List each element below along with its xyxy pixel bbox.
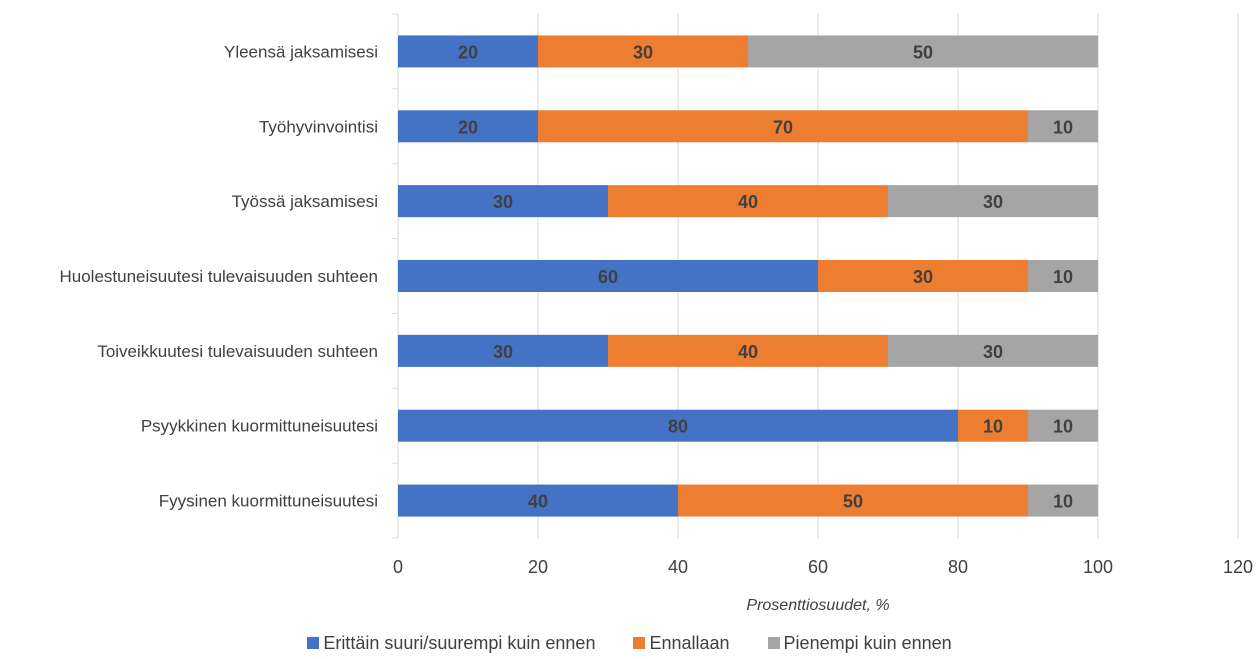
bar-segment xyxy=(398,110,538,143)
category-label: Työhyvinvointisi xyxy=(259,117,378,136)
category-labels: Yleensä jaksamisesi Työhyvinvointisi Työss… xyxy=(59,42,378,510)
data-label: 60 xyxy=(598,267,618,287)
data-label: 30 xyxy=(913,267,933,287)
data-label: 10 xyxy=(983,417,1003,437)
bar-segment xyxy=(888,334,1098,367)
category-label: Fyysinen kuormittuneisuutesi xyxy=(159,492,378,511)
data-label: 30 xyxy=(983,342,1003,362)
data-label: 30 xyxy=(983,192,1003,212)
data-label: 40 xyxy=(528,492,548,512)
legend-swatch xyxy=(767,637,780,649)
bar-segment xyxy=(398,185,608,218)
bar-segment xyxy=(818,260,1028,292)
bar-segment xyxy=(748,35,1098,68)
category-label: Toiveikkuutesi tulevaisuuden suhteen xyxy=(97,342,378,361)
x-axis-title: Prosenttiosuudet, % xyxy=(746,597,889,614)
data-label: 10 xyxy=(1053,267,1073,287)
data-label: 80 xyxy=(668,417,688,437)
x-tick-label: 100 xyxy=(1083,557,1113,577)
legend-item: Pienempi kuin ennen xyxy=(767,632,952,654)
x-tick-label: 80 xyxy=(948,557,968,577)
bar-segment xyxy=(1028,409,1098,442)
legend-swatch xyxy=(633,637,646,649)
data-label: 20 xyxy=(458,42,478,62)
data-label: 40 xyxy=(738,192,758,212)
category-label: Psyykkinen kuormittuneisuutesi xyxy=(141,417,378,436)
data-label: 70 xyxy=(773,117,793,137)
data-label: 30 xyxy=(633,42,653,62)
legend-swatch xyxy=(307,637,320,649)
data-label: 30 xyxy=(493,342,513,362)
bar-segment xyxy=(538,35,748,68)
bar-segment xyxy=(608,185,888,218)
category-label: Huolestuneisuutesi tulevaisuuden suhteen xyxy=(59,267,378,286)
data-label: 40 xyxy=(738,342,758,362)
bar-segment xyxy=(1028,484,1098,517)
bar-segment xyxy=(1028,110,1098,143)
legend-label: Ennallaan xyxy=(649,633,730,653)
data-label: 50 xyxy=(843,492,863,512)
x-tick-label: 0 xyxy=(393,557,403,577)
stacked-bar-chart: 20 30 50 20 70 10 30 40 30 60 30 10 30 40 30 80 10 10 40 50… xyxy=(59,13,1253,614)
legend-item: Ennallaan xyxy=(633,632,730,654)
bar-segment xyxy=(398,484,678,517)
bar-segment xyxy=(1028,260,1098,292)
bar-segment xyxy=(398,35,538,68)
bar-segment xyxy=(678,484,1028,517)
bar-segment xyxy=(538,110,1028,143)
x-tick-label: 20 xyxy=(528,557,548,577)
x-tick-label: 40 xyxy=(668,557,688,577)
data-label: 20 xyxy=(458,117,478,137)
legend-label: Pienempi kuin ennen xyxy=(783,633,952,653)
category-label: Työssä jaksamisesi xyxy=(232,192,378,211)
bar-segment xyxy=(398,409,958,442)
data-label: 10 xyxy=(1053,117,1073,137)
x-tick-labels: 0 20 40 60 80 100 120 xyxy=(393,557,1253,577)
bar-segment xyxy=(608,334,888,367)
bar-segment xyxy=(398,260,818,292)
category-label: Yleensä jaksamisesi xyxy=(224,42,378,61)
bar-segment xyxy=(958,409,1028,442)
bar-segment xyxy=(398,334,608,367)
legend-item: Erittäin suuri/suurempi kuin ennen xyxy=(307,632,595,654)
x-tick-label: 60 xyxy=(808,557,828,577)
data-label: 10 xyxy=(1053,492,1073,512)
data-label: 30 xyxy=(493,192,513,212)
bar-segment xyxy=(888,185,1098,218)
data-label: 50 xyxy=(913,42,933,62)
legend-label: Erittäin suuri/suurempi kuin ennen xyxy=(323,633,596,653)
bars: 20 30 50 20 70 10 30 40 30 60 30 10 30 40 30 80 10 10 40 50… xyxy=(398,35,1098,517)
data-label: 10 xyxy=(1053,417,1073,437)
x-tick-label: 120 xyxy=(1223,557,1253,577)
legend: Erittäin suuri/suurempi kuin ennen Ennall… xyxy=(0,632,1259,654)
